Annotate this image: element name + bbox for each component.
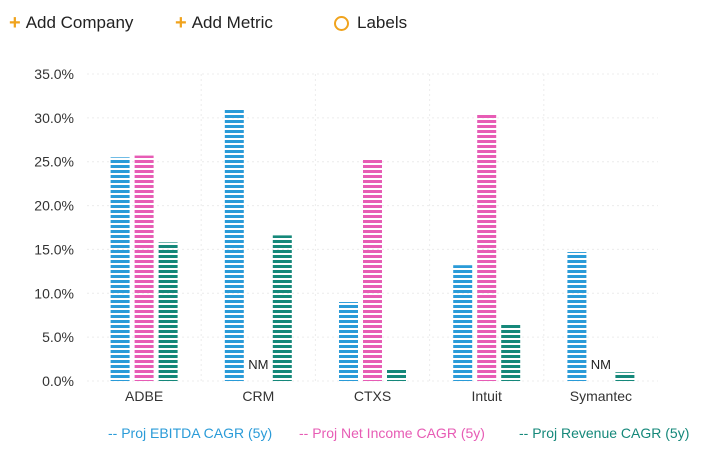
add-metric-label: Add Metric [191,13,273,32]
legend-item[interactable]: -- Proj Revenue CAGR (5y) [519,425,689,441]
bars: NM NM [110,109,635,381]
y-axis: 0.0% 5.0% 10.0% 15.0% 20.0% 25.0% 30.0% 35.0% [34,66,74,389]
labels-toggle-label: Labels [357,13,408,32]
y-tick-label: 15.0% [34,241,74,257]
bar-ctxs-series-2[interactable] [387,369,406,381]
plus-icon: + [175,12,187,34]
legend-item[interactable]: -- Proj EBITDA CAGR (5y) [108,425,272,441]
x-tick-label: Symantec [570,388,632,404]
x-tick-label: Intuit [472,388,502,404]
bar-intuit-series-1[interactable] [477,113,497,381]
plus-icon: + [9,12,21,34]
bar-intuit-series-0[interactable] [453,265,473,381]
bar-crm-series-0[interactable] [224,109,244,381]
legend-item[interactable]: -- Proj Net Income CAGR (5y) [299,425,485,441]
circle-toggle-icon [334,15,349,31]
bar-adbe-series-0[interactable] [110,157,130,381]
add-company-button[interactable]: + Add Company [9,13,133,33]
bar-adbe-series-1[interactable] [134,155,154,381]
bar-ctxs-series-1[interactable] [363,159,382,381]
bar-symantec-series-0[interactable] [567,252,587,381]
add-metric-button[interactable]: + Add Metric [175,13,273,33]
labels-toggle[interactable]: Labels [334,13,407,33]
not-meaningful-label: NM [591,357,611,372]
bar-crm-series-2[interactable] [272,235,292,381]
bar-intuit-series-2[interactable] [501,323,521,381]
x-tick-label: ADBE [125,388,163,404]
bar-ctxs-series-0[interactable] [339,302,358,381]
y-tick-label: 0.0% [42,373,74,389]
legend: -- Proj EBITDA CAGR (5y) -- Proj Net Inco… [108,425,689,441]
x-tick-label: CTXS [354,388,391,404]
chart-toolbar: + Add Company + Add Metric Labels [0,0,720,50]
bar-symantec-series-2[interactable] [615,372,635,381]
y-tick-label: 30.0% [34,110,74,126]
y-tick-label: 10.0% [34,285,74,301]
not-meaningful-label: NM [248,357,268,372]
x-axis: ADBE CRM CTXS Intuit Symantec [125,388,632,404]
bar-adbe-series-2[interactable] [158,242,178,381]
y-tick-label: 5.0% [42,329,74,345]
y-tick-label: 35.0% [34,66,74,82]
add-company-label: Add Company [25,13,134,32]
y-tick-label: 20.0% [34,198,74,214]
x-tick-label: CRM [242,388,274,404]
y-tick-label: 25.0% [34,154,74,170]
